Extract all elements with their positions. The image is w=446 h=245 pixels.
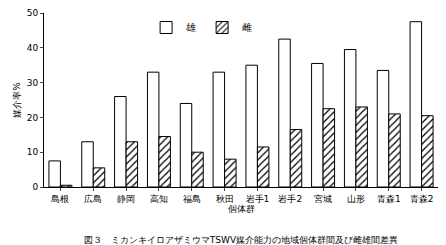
- svg-text:青森2: 青森2: [410, 194, 434, 204]
- svg-text:岩手1: 岩手1: [246, 194, 270, 204]
- svg-text:宮城: 宮城: [314, 194, 332, 204]
- svg-text:福島: 福島: [183, 194, 201, 204]
- svg-text:山形: 山形: [347, 194, 365, 204]
- svg-text:岩手2: 岩手2: [278, 194, 302, 204]
- svg-text:20: 20: [27, 113, 39, 123]
- svg-text:40: 40: [27, 43, 39, 53]
- svg-text:雄: 雄: [185, 22, 196, 33]
- svg-text:青森1: 青森1: [377, 194, 401, 204]
- svg-text:媒介率%: 媒介率%: [12, 82, 22, 118]
- svg-text:30: 30: [27, 78, 39, 88]
- svg-text:50: 50: [27, 8, 39, 18]
- svg-text:10: 10: [27, 147, 39, 157]
- svg-text:秋田: 秋田: [216, 194, 234, 204]
- svg-text:0: 0: [32, 182, 38, 192]
- svg-text:島根: 島根: [51, 194, 69, 204]
- svg-text:高知: 高知: [150, 194, 168, 204]
- svg-text:静岡: 静岡: [117, 194, 135, 204]
- svg-text:雌: 雌: [242, 22, 252, 33]
- svg-text:広島: 広島: [84, 194, 102, 204]
- svg-text:図３ ミカンキイロアザミウマTSWV媒介能力の地域個体群間及: 図３ ミカンキイロアザミウマTSWV媒介能力の地域個体群間及び雌雄間差異: [84, 235, 398, 245]
- svg-text:個体群: 個体群: [228, 204, 255, 214]
